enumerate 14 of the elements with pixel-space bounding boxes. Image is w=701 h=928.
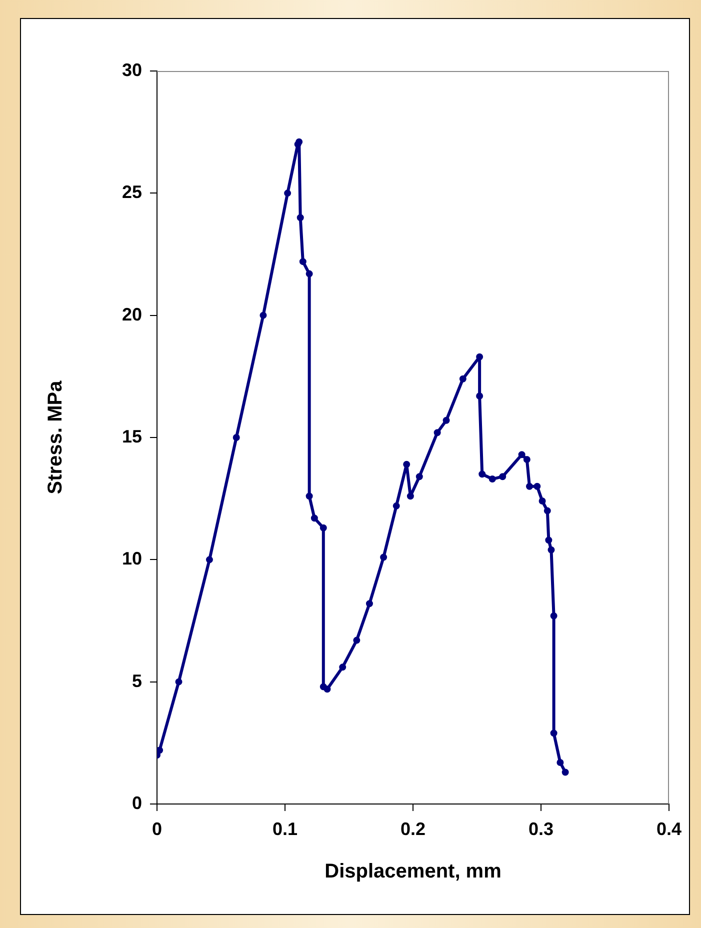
y-tick-label: 20	[122, 304, 142, 324]
x-tick-label: 0.3	[528, 818, 554, 839]
y-axis-title: Stress. MPa	[44, 380, 67, 494]
y-tick-label: 25	[122, 182, 142, 202]
x-tick-label: 0.1	[272, 818, 298, 839]
x-tick-label: 0	[152, 818, 162, 839]
y-tick-label: 15	[122, 426, 142, 446]
x-tick-label: 0.2	[400, 818, 426, 839]
x-tick-label: 0.4	[656, 818, 682, 839]
x-axis-title: Displacement, mm	[324, 860, 502, 883]
y-tick-label: 5	[132, 670, 142, 691]
y-tick-label: 0	[132, 792, 142, 813]
y-tick-label: 10	[122, 548, 142, 569]
y-tick-label: 30	[122, 60, 142, 80]
